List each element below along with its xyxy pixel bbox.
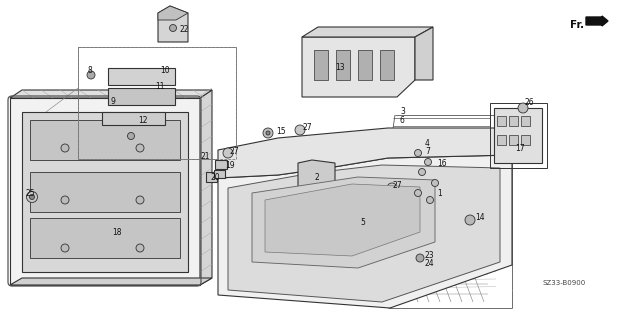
- FancyArrow shape: [586, 16, 608, 26]
- Circle shape: [61, 144, 69, 152]
- Circle shape: [61, 196, 69, 204]
- Bar: [497, 116, 506, 126]
- Polygon shape: [10, 278, 212, 285]
- Text: 11: 11: [155, 82, 165, 91]
- Text: 22: 22: [180, 25, 190, 34]
- Polygon shape: [265, 184, 420, 256]
- Polygon shape: [252, 177, 435, 268]
- Circle shape: [414, 189, 421, 196]
- Circle shape: [26, 191, 38, 203]
- Bar: [358, 50, 372, 80]
- Circle shape: [465, 215, 475, 225]
- Polygon shape: [10, 90, 212, 98]
- Bar: [206, 172, 217, 182]
- Polygon shape: [218, 155, 512, 308]
- Bar: [490, 103, 547, 168]
- Circle shape: [416, 254, 424, 262]
- Polygon shape: [200, 90, 212, 285]
- Bar: [78, 47, 236, 159]
- Polygon shape: [298, 160, 335, 193]
- Circle shape: [128, 132, 135, 140]
- Text: 23: 23: [425, 251, 434, 260]
- Circle shape: [426, 196, 433, 204]
- Polygon shape: [108, 68, 175, 85]
- Text: Fr.: Fr.: [570, 20, 584, 30]
- Circle shape: [518, 103, 528, 113]
- Polygon shape: [158, 6, 188, 42]
- Bar: [380, 50, 394, 80]
- Circle shape: [295, 125, 305, 135]
- Bar: [494, 108, 542, 163]
- Circle shape: [424, 158, 431, 165]
- Bar: [314, 50, 328, 80]
- Bar: [509, 116, 518, 126]
- Bar: [509, 135, 518, 145]
- Text: 27: 27: [303, 123, 312, 132]
- Circle shape: [170, 25, 177, 31]
- Polygon shape: [302, 27, 433, 37]
- Polygon shape: [22, 112, 188, 272]
- Circle shape: [419, 169, 426, 175]
- Polygon shape: [415, 27, 433, 80]
- Polygon shape: [30, 172, 180, 212]
- Circle shape: [223, 148, 233, 158]
- Circle shape: [136, 144, 144, 152]
- Text: 26: 26: [525, 98, 535, 107]
- Text: 13: 13: [335, 62, 345, 71]
- Text: 21: 21: [201, 151, 210, 161]
- Bar: [336, 50, 350, 80]
- Text: 9: 9: [110, 97, 115, 106]
- Text: 4: 4: [425, 139, 430, 148]
- Polygon shape: [218, 128, 512, 178]
- Polygon shape: [302, 37, 415, 97]
- Text: 27: 27: [393, 180, 403, 189]
- Polygon shape: [10, 98, 200, 285]
- Text: 1: 1: [437, 188, 442, 197]
- Bar: [214, 170, 225, 178]
- Text: 16: 16: [437, 158, 446, 167]
- Circle shape: [136, 244, 144, 252]
- Text: 18: 18: [112, 228, 121, 236]
- Polygon shape: [102, 112, 165, 125]
- Text: 2: 2: [315, 172, 320, 181]
- Circle shape: [114, 76, 122, 84]
- Text: 3: 3: [400, 107, 405, 116]
- Bar: [78, 47, 236, 159]
- Polygon shape: [30, 120, 180, 160]
- Bar: [521, 135, 530, 145]
- Polygon shape: [228, 165, 500, 302]
- Text: 20: 20: [211, 172, 220, 181]
- Bar: [521, 116, 530, 126]
- Circle shape: [136, 196, 144, 204]
- Bar: [215, 160, 227, 169]
- Polygon shape: [158, 6, 188, 20]
- Circle shape: [263, 128, 273, 138]
- Text: 10: 10: [160, 66, 170, 75]
- Text: 25: 25: [25, 188, 34, 197]
- Text: 7: 7: [425, 147, 430, 156]
- Circle shape: [61, 244, 69, 252]
- Text: 6: 6: [400, 116, 405, 124]
- Polygon shape: [30, 218, 180, 258]
- Circle shape: [414, 149, 421, 156]
- Text: 27: 27: [230, 147, 240, 156]
- Circle shape: [387, 183, 397, 193]
- Text: 24: 24: [425, 259, 434, 268]
- Text: 12: 12: [138, 116, 148, 124]
- Text: 17: 17: [515, 143, 525, 153]
- Bar: [497, 135, 506, 145]
- Text: 15: 15: [276, 126, 285, 135]
- Polygon shape: [108, 88, 175, 105]
- Circle shape: [266, 131, 270, 135]
- Text: 14: 14: [475, 212, 485, 221]
- Circle shape: [431, 180, 438, 187]
- Text: SZ33-B0900: SZ33-B0900: [543, 280, 587, 286]
- Circle shape: [29, 195, 34, 199]
- Circle shape: [87, 71, 95, 79]
- Text: 8: 8: [87, 66, 92, 75]
- Text: 5: 5: [360, 218, 365, 227]
- Text: 19: 19: [225, 161, 235, 170]
